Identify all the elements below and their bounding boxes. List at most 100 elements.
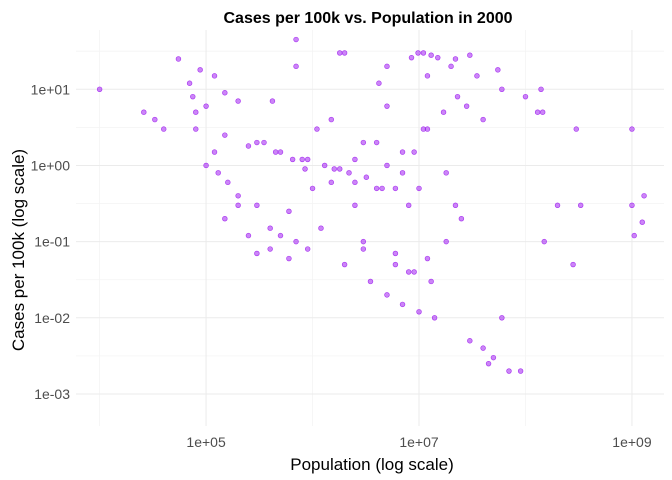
data-points (96, 36, 647, 374)
data-point (277, 232, 284, 239)
y-axis-label: Cases per 100k (log scale) (9, 149, 28, 351)
data-point (428, 278, 434, 285)
data-point (384, 63, 390, 70)
data-point (235, 202, 241, 208)
data-point (267, 225, 273, 231)
data-point (376, 80, 382, 86)
data-point (211, 73, 218, 79)
data-point (215, 170, 221, 176)
x-axis-label: Population (log scale) (290, 455, 453, 474)
data-point (379, 185, 385, 192)
data-point (152, 116, 158, 123)
data-point (474, 73, 480, 79)
data-point (392, 185, 399, 192)
data-point (424, 73, 431, 79)
data-point (235, 193, 241, 199)
tick-labels: 1e+05 1e+07 1e+09 1e+01 1e+00 1e-01 1e-02 1e-03 (31, 81, 652, 450)
data-point (254, 202, 260, 208)
data-point (435, 54, 441, 61)
data-point (522, 93, 529, 100)
data-point (399, 301, 406, 308)
data-point (193, 109, 199, 115)
data-point (193, 126, 199, 132)
data-point (186, 80, 193, 86)
data-point (235, 98, 241, 104)
data-point (538, 86, 544, 92)
y-tick-label: 1e+01 (31, 81, 71, 97)
data-point (289, 156, 296, 163)
data-point (373, 185, 380, 192)
data-point (254, 250, 260, 257)
data-point (367, 278, 374, 285)
data-point (495, 67, 501, 73)
data-point (331, 166, 337, 172)
data-point (360, 139, 367, 146)
y-tick-label: 1e-01 (34, 234, 70, 250)
data-point (254, 139, 260, 146)
data-point (415, 50, 421, 56)
data-point (534, 109, 541, 115)
data-point (197, 67, 203, 73)
data-point (499, 86, 505, 92)
data-point (392, 250, 399, 257)
data-point (399, 170, 406, 176)
data-point (440, 109, 447, 115)
data-point (443, 170, 449, 176)
data-point (337, 50, 343, 56)
data-point (337, 166, 343, 172)
data-point (485, 360, 492, 367)
x-tick-label: 1e+09 (612, 434, 652, 450)
data-point (286, 208, 292, 215)
data-point (454, 93, 461, 100)
data-point (304, 246, 311, 252)
data-point (639, 219, 645, 225)
x-tick-label: 1e+05 (186, 434, 226, 450)
data-point (467, 52, 473, 58)
data-point (222, 90, 228, 96)
data-point (341, 50, 348, 56)
data-point (363, 174, 370, 180)
data-point (304, 156, 311, 163)
data-point (203, 162, 209, 169)
data-point (190, 93, 196, 100)
data-point (328, 116, 334, 123)
y-tick-label: 1e-03 (34, 386, 70, 402)
data-point (411, 149, 417, 155)
data-point (286, 255, 292, 262)
data-point (222, 216, 228, 222)
y-tick-label: 1e-02 (34, 310, 70, 326)
data-point (416, 185, 422, 192)
data-point (211, 149, 218, 155)
data-point (341, 261, 348, 268)
data-point (577, 202, 584, 208)
data-point (141, 109, 147, 115)
grid-lines (76, 30, 664, 426)
data-point (309, 185, 316, 192)
data-point (554, 202, 561, 208)
data-point (225, 179, 231, 186)
chart-title: Cases per 100k vs. Population in 2000 (223, 10, 512, 27)
data-point (641, 193, 647, 199)
data-point (573, 126, 579, 132)
data-point (293, 63, 299, 70)
data-point (452, 56, 459, 62)
data-point (277, 149, 284, 155)
data-point (406, 202, 412, 208)
data-point (539, 109, 546, 115)
data-point (570, 261, 576, 268)
data-point (360, 238, 367, 245)
data-point (360, 246, 367, 252)
data-point (272, 149, 279, 155)
data-point (506, 368, 512, 374)
data-point (318, 225, 324, 231)
data-point (314, 126, 320, 132)
data-point (517, 368, 524, 374)
data-point (321, 162, 328, 169)
data-point (452, 202, 459, 208)
data-point (467, 338, 473, 344)
data-point (222, 132, 228, 138)
data-point (416, 309, 422, 315)
data-point (346, 170, 352, 176)
data-point (328, 179, 334, 186)
